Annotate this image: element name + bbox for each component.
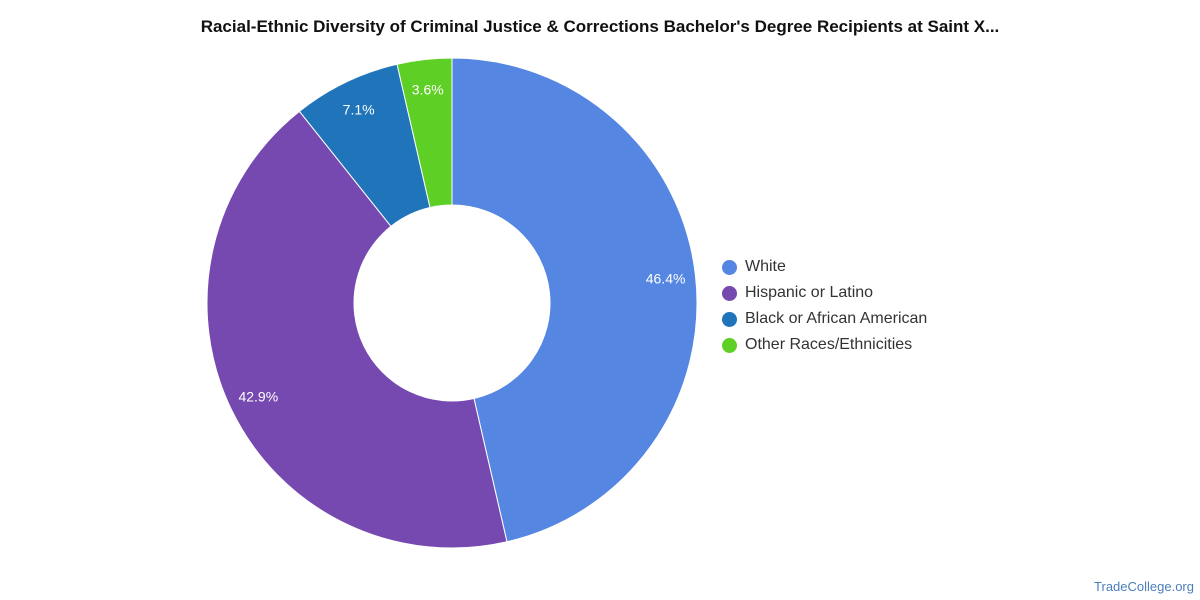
slice-label-group: 46.4% 42.9% 7.1% 3.6% bbox=[238, 81, 685, 404]
slice-label: 42.9% bbox=[238, 388, 278, 404]
legend-swatch bbox=[722, 285, 737, 301]
chart-legend: White Hispanic or Latino Black or African … bbox=[720, 254, 927, 358]
legend-item[interactable]: White bbox=[720, 254, 927, 280]
legend-item[interactable]: Hispanic or Latino bbox=[720, 280, 927, 306]
slice-label: 46.4% bbox=[646, 271, 686, 287]
chart-title: Racial-Ethnic Diversity of Criminal Just… bbox=[200, 17, 1000, 36]
slice-other-races-ethnicities[interactable] bbox=[396, 57, 453, 209]
legend-swatch bbox=[722, 259, 737, 275]
slice-label: 7.1% bbox=[343, 101, 375, 117]
legend-label: White bbox=[745, 258, 786, 275]
legend-item[interactable]: Other Races/Ethnicities bbox=[720, 332, 927, 358]
slice-white[interactable] bbox=[451, 57, 698, 543]
legend-swatch bbox=[722, 311, 737, 327]
legend-item[interactable]: Black or African American bbox=[720, 306, 927, 332]
legend-label: Black or African American bbox=[745, 310, 928, 327]
legend-label: Hispanic or Latino bbox=[745, 284, 874, 301]
slice-hispanic-or-latino[interactable] bbox=[206, 110, 508, 549]
legend-label: Other Races/Ethnicities bbox=[745, 336, 913, 353]
source-link[interactable]: TradeCollege.org bbox=[1094, 579, 1194, 594]
legend-swatch bbox=[722, 337, 737, 353]
slice-group bbox=[206, 57, 698, 549]
slice-label: 3.6% bbox=[412, 81, 444, 97]
